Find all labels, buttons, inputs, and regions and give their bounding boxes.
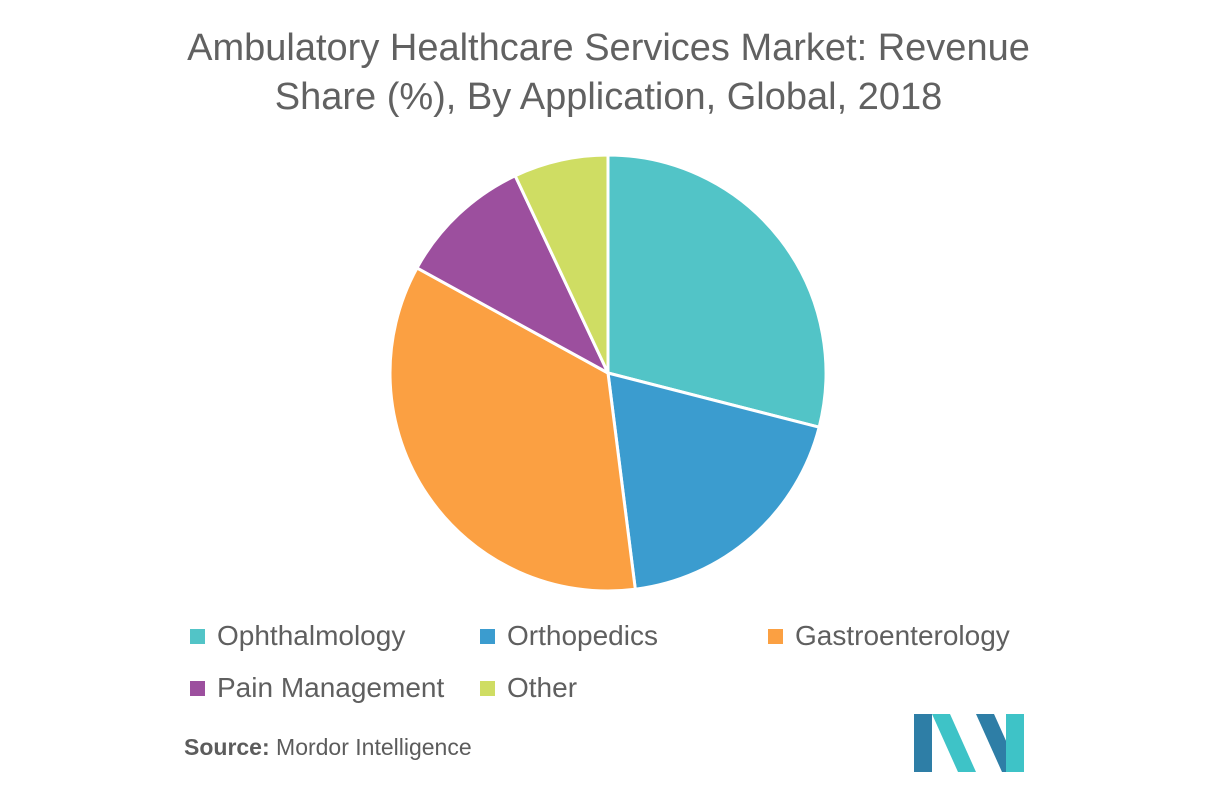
legend-swatch-pain-management: [190, 680, 205, 696]
legend-item-orthopedics: Orthopedics: [480, 620, 658, 652]
legend-label-ophthalmology: Ophthalmology: [217, 620, 406, 651]
pie-chart: [388, 153, 828, 593]
chart-title: Ambulatory Healthcare Services Market: R…: [60, 24, 1157, 122]
source-text: Mordor Intelligence: [276, 734, 472, 760]
legend-swatch-gastroenterology: [768, 628, 783, 644]
legend-swatch-orthopedics: [480, 628, 495, 644]
logo-shape-right: [1006, 714, 1024, 772]
legend-swatch-ophthalmology: [190, 628, 205, 644]
chart-legend: Ophthalmology Orthopedics Gastroenterolo…: [190, 620, 1090, 730]
pie-slice-orthopedics: [606, 371, 821, 591]
legend-item-ophthalmology: Ophthalmology: [190, 620, 405, 652]
legend-item-gastroenterology: Gastroenterology: [768, 620, 1010, 652]
source-note: Source: Mordor Intelligence: [184, 734, 472, 761]
logo-shape-diagonal-1: [932, 714, 976, 772]
legend-item-pain-management: Pain Management: [190, 672, 444, 704]
mordor-intelligence-logo-icon: [914, 714, 1024, 772]
legend-swatch-other: [480, 680, 495, 696]
pie-slice-ophthalmology: [606, 153, 828, 429]
logo-shape-left: [914, 714, 932, 772]
legend-label-gastroenterology: Gastroenterology: [795, 620, 1010, 651]
pie-slice-pain-management: [415, 174, 610, 375]
pie-slice-other: [513, 153, 610, 375]
chart-title-line-1: Ambulatory Healthcare Services Market: R…: [187, 27, 1030, 69]
legend-item-other: Other: [480, 672, 577, 704]
chart-title-line-2: Share (%), By Application, Global, 2018: [274, 76, 943, 118]
legend-label-pain-management: Pain Management: [217, 672, 445, 703]
legend-label-orthopedics: Orthopedics: [507, 620, 658, 651]
pie-slice-gastroenterology: [388, 266, 637, 593]
legend-label-other: Other: [507, 672, 578, 703]
source-label: Source:: [184, 734, 270, 760]
